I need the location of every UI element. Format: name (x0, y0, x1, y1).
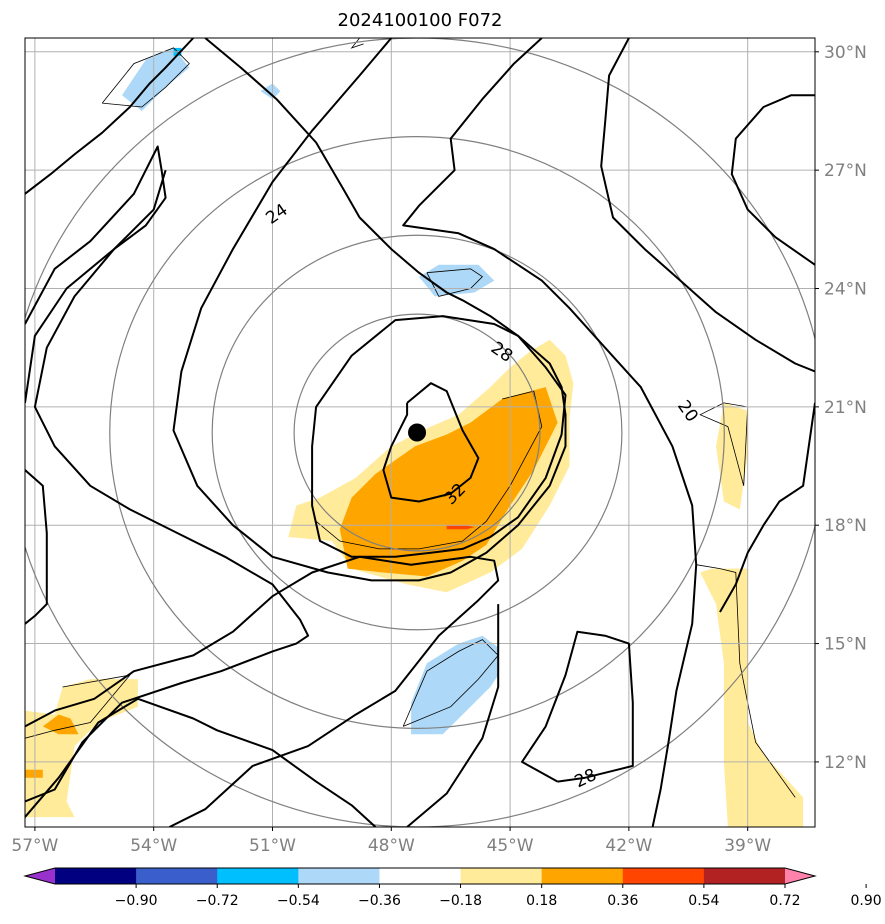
y-axis-ticks: 30°N 27°N 24°N 21°N 18°N 15°N 12°N (815, 43, 867, 773)
y-tick-label: 30°N (824, 43, 867, 63)
contour-lines (25, 38, 815, 827)
shading-outline (25, 674, 131, 739)
y-tick-label: 24°N (824, 280, 867, 300)
colorbar-outline (23, 867, 817, 885)
colorbar-segment (703, 868, 786, 884)
x-tick-label: 51°W (249, 836, 296, 856)
y-tick-label: 12°N (824, 753, 867, 773)
shading-outline (350, 38, 364, 49)
x-tick-label: 57°W (11, 836, 58, 856)
x-tick-label: 42°W (605, 836, 652, 856)
contour-line (25, 145, 167, 404)
colorbar-tick-label: −0.72 (196, 893, 239, 909)
y-tick-label: 15°N (824, 635, 867, 655)
colorbar-tick-label: −0.90 (115, 893, 158, 909)
colorbar-segment (55, 868, 137, 884)
contour-line (25, 555, 500, 827)
gridlines (25, 38, 815, 827)
range-ring (211, 234, 623, 631)
colorbar-tick-label: 0.36 (607, 893, 638, 909)
shading-outline (402, 639, 499, 727)
shading-fill (446, 525, 475, 530)
x-tick-label: 45°W (487, 836, 534, 856)
shading-fill (25, 769, 43, 778)
contour-line (719, 402, 815, 613)
colorbar-tick-label: 0.90 (851, 893, 882, 909)
colorbar-tick-label: 0.72 (769, 893, 800, 909)
shading-outline (696, 564, 796, 798)
range-rings (25, 38, 815, 827)
contour-line (402, 38, 698, 827)
chart-title: 2024100100 F072 (338, 10, 503, 31)
range-ring (293, 313, 541, 552)
contour-line (382, 382, 480, 503)
colorbar-segment (136, 868, 218, 884)
contour-line (172, 38, 567, 582)
range-ring (109, 136, 725, 729)
shading-outline (699, 402, 749, 486)
y-tick-label: 21°N (824, 398, 867, 418)
colorbar-extend-low (25, 868, 55, 884)
x-tick-label: 39°W (724, 836, 771, 856)
y-tick-label: 18°N (824, 516, 867, 536)
shading-fill (42, 714, 79, 735)
colorbar-segment (379, 868, 462, 884)
shading-fill (411, 635, 499, 735)
colorbar-extend-high (785, 868, 815, 884)
x-axis-ticks: 57°W 54°W 51°W 48°W 45°W 42°W 39°W (11, 827, 771, 856)
colorbar-tick-label: −0.18 (439, 893, 482, 909)
contour-line (311, 315, 567, 558)
colorbar-segment (298, 868, 380, 884)
contour-line (406, 604, 500, 827)
contour-line (25, 38, 195, 195)
storm-center-marker (408, 423, 427, 442)
x-tick-label: 48°W (368, 836, 415, 856)
contour-line (730, 94, 815, 266)
contour-line (521, 630, 634, 783)
contour-line (600, 38, 815, 373)
shading-fill (339, 387, 558, 577)
colorbar-segment (217, 868, 299, 884)
contour-line (25, 697, 377, 827)
y-tick-label: 27°N (824, 161, 867, 181)
shading-outline (101, 47, 190, 108)
colorbar-tick-label: −0.36 (358, 893, 401, 909)
shading-outlines (25, 38, 796, 798)
colorbar-segment (460, 868, 543, 884)
colorbar-tick-label: 0.54 (688, 893, 719, 909)
colorbar-segment (541, 868, 624, 884)
colorbar-tick-label: −0.54 (277, 893, 320, 909)
plot-frame (24, 37, 816, 828)
colorbar: −0.90 −0.72 −0.54 −0.36 −0.18 0.18 0.36 0.54 0.7… (23, 867, 882, 909)
colorbar-tick-label: 0.18 (526, 893, 557, 909)
colorbar-segment (622, 868, 705, 884)
shading-outline (426, 268, 484, 297)
contour-line (25, 169, 310, 803)
shading-fill (260, 83, 281, 100)
contour-line (25, 469, 48, 625)
x-tick-label: 54°W (130, 836, 177, 856)
